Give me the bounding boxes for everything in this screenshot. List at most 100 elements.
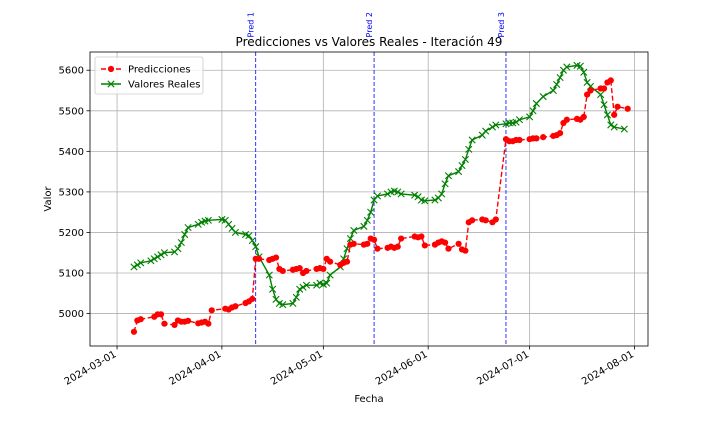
x-marker-stroke — [275, 299, 283, 308]
x-marker-stroke — [194, 220, 202, 228]
data-point — [130, 263, 138, 271]
x-marker-stroke — [154, 253, 162, 261]
data-point — [367, 208, 375, 216]
legend: Predicciones Valores Reales — [94, 56, 204, 95]
x-marker-stroke — [272, 295, 280, 303]
x-marker-stroke — [468, 136, 476, 144]
legend-marker-valores-reales — [107, 80, 115, 88]
x-marker-stroke — [133, 261, 141, 269]
data-point — [157, 311, 165, 318]
x-marker-stroke — [458, 161, 466, 170]
data-point — [384, 190, 392, 198]
x-marker-stroke — [397, 190, 405, 198]
x-marker-stroke — [221, 216, 229, 224]
data-point — [346, 234, 354, 243]
data-point — [364, 240, 371, 247]
x-marker-stroke — [553, 80, 561, 89]
data-point — [157, 251, 165, 259]
data-point — [539, 93, 547, 101]
data-point — [532, 99, 540, 108]
data-point — [492, 216, 499, 223]
x-marker-stroke — [414, 193, 422, 201]
data-point — [154, 253, 162, 261]
x-marker-stroke — [512, 118, 520, 126]
data-point — [137, 316, 144, 323]
data-point — [482, 217, 489, 224]
data-point — [553, 80, 561, 89]
x-marker-stroke — [600, 101, 608, 109]
data-point — [265, 271, 273, 279]
data-point — [556, 73, 564, 82]
data-point — [533, 135, 540, 142]
data-point — [441, 239, 449, 246]
data-point — [441, 180, 449, 188]
data-point — [249, 295, 256, 303]
prediction-vline-label: Pred 2 — [365, 12, 374, 37]
data-point — [232, 303, 239, 310]
data-point — [245, 232, 253, 240]
chart-title: Predicciones vs Valores Reales - Iteraci… — [236, 35, 503, 49]
x-marker-stroke — [556, 73, 564, 82]
x-marker-stroke — [218, 215, 226, 224]
y-tick-label: 5600 — [59, 66, 84, 77]
x-marker-stroke — [177, 239, 185, 247]
data-point — [312, 281, 321, 289]
x-marker-stroke — [299, 283, 307, 291]
data-point — [529, 107, 537, 115]
data-point — [296, 265, 303, 272]
y-tick-label: 5100 — [59, 269, 84, 280]
x-marker-stroke — [505, 119, 513, 127]
prediction-vline-label: Pred 1 — [247, 12, 256, 37]
data-point — [292, 293, 300, 301]
data-point — [512, 118, 520, 126]
x-marker-stroke — [302, 281, 311, 289]
x-marker-stroke — [174, 245, 182, 253]
data-point — [231, 228, 240, 237]
x-marker-stroke — [455, 168, 463, 176]
series-valores-reales — [130, 61, 628, 309]
series-predicciones — [130, 77, 631, 335]
data-point — [279, 267, 286, 275]
data-point — [320, 265, 327, 273]
x-marker-stroke — [312, 281, 321, 289]
data-point — [398, 235, 405, 242]
x-marker-stroke — [563, 63, 571, 71]
x-marker-stroke — [438, 190, 446, 198]
legend-frame — [94, 56, 204, 95]
x-marker-stroke — [252, 243, 260, 251]
x-marker-stroke — [289, 299, 297, 308]
x-marker-stroke — [137, 259, 145, 267]
data-point — [363, 216, 371, 224]
x-marker-stroke — [265, 271, 273, 279]
x-marker-stroke — [482, 127, 490, 135]
x-marker-stroke — [316, 279, 324, 287]
data-point — [248, 236, 256, 245]
data-point — [194, 220, 202, 228]
data-point — [397, 190, 405, 198]
x-marker-stroke — [184, 224, 192, 232]
data-point — [350, 240, 357, 247]
x-marker-stroke — [529, 107, 537, 115]
data-point — [603, 111, 612, 119]
data-point — [303, 267, 310, 275]
x-marker-stroke — [526, 113, 534, 121]
x-marker-stroke — [549, 86, 557, 95]
data-point — [360, 222, 368, 230]
data-point — [418, 233, 425, 240]
x-marker-stroke — [160, 249, 168, 257]
data-point — [181, 230, 189, 239]
x-marker-stroke — [296, 285, 304, 293]
data-point — [587, 87, 594, 94]
x-marker-stroke — [603, 111, 612, 119]
x-marker-stroke — [157, 251, 165, 259]
data-point — [133, 261, 141, 269]
series-line-predicciones — [133, 79, 628, 333]
data-point — [438, 190, 446, 198]
x-marker-stroke — [492, 121, 500, 129]
prediction-vline-label: Pred 3 — [497, 12, 506, 37]
data-point — [177, 239, 185, 247]
data-point — [607, 121, 615, 129]
y-axis-title: Valor — [43, 186, 54, 212]
x-marker-stroke — [597, 90, 605, 99]
